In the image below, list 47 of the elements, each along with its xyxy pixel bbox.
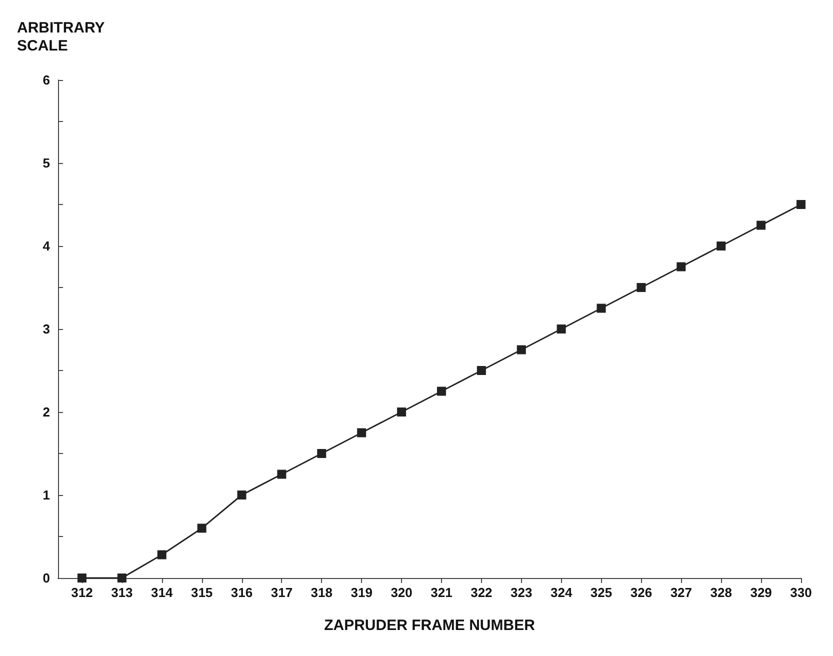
y-tick-label: 4 — [42, 238, 51, 254]
point — [357, 428, 366, 438]
y-tick-label: 3 — [42, 322, 50, 336]
y-tick-label: 0 — [42, 570, 50, 586]
point — [317, 449, 326, 458]
y-tick-label: 6 — [42, 72, 50, 88]
x-tick-label: 315 — [190, 585, 213, 600]
x-tick-label: 328 — [710, 585, 732, 600]
x-tick-label: 319 — [350, 585, 372, 600]
x-tick-label: 317 — [270, 585, 293, 600]
y-tick-label: 1 — [42, 488, 50, 502]
x-tick-label: 312 — [71, 585, 93, 600]
x-tick-label: 329 — [750, 585, 772, 600]
x-tick-label: 313 — [111, 585, 133, 600]
point — [556, 324, 566, 334]
point — [596, 304, 606, 313]
x-tick-label: 327 — [670, 585, 692, 600]
point — [716, 242, 726, 250]
point — [676, 262, 686, 272]
x-tick-label: 320 — [390, 585, 412, 600]
x-tick-label: 316 — [230, 585, 253, 600]
point — [197, 524, 206, 533]
point — [277, 470, 286, 479]
point — [117, 574, 126, 582]
y-axis-title: ARBITRARY SCALE — [17, 20, 105, 54]
point — [516, 345, 526, 354]
point — [397, 408, 406, 416]
x-tick-label: 326 — [630, 585, 652, 600]
point — [636, 283, 646, 292]
x-tick-label: 322 — [470, 585, 492, 600]
x-tick-label: 330 — [790, 585, 812, 600]
point — [237, 490, 246, 500]
y-tick-label: 5 — [42, 156, 50, 170]
y-tick-label: 2 — [42, 404, 50, 420]
x-tick-label: 324 — [550, 585, 573, 600]
point — [157, 550, 166, 560]
x-tick-label: 314 — [151, 585, 174, 600]
x-axis-title: ZAPRUDER FRAME NUMBER — [324, 617, 536, 634]
point — [476, 366, 486, 375]
point — [436, 386, 446, 396]
x-tick-label: 318 — [310, 585, 332, 600]
point — [796, 200, 806, 209]
x-tick-label: 321 — [430, 585, 452, 600]
x-tick-label: 323 — [510, 585, 532, 600]
x-tick-label: 325 — [590, 585, 612, 600]
point — [77, 574, 86, 582]
point — [756, 220, 766, 230]
